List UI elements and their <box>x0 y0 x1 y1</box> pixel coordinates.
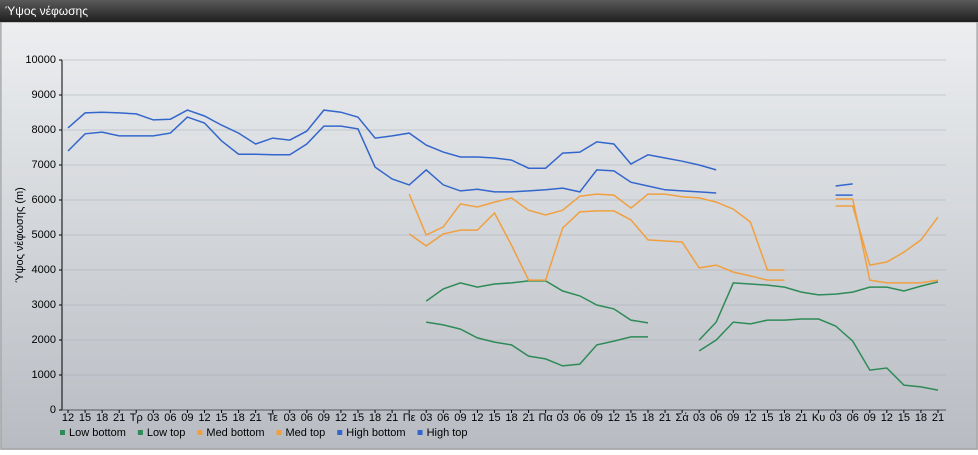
legend-label: Med bottom <box>206 427 264 439</box>
y-tick-label: 8000 <box>32 124 56 136</box>
legend-label: High top <box>427 427 468 439</box>
series-line <box>67 109 853 187</box>
legend-marker <box>417 430 423 435</box>
x-tick-label: Κυ <box>812 412 825 424</box>
title-bar <box>0 0 978 22</box>
x-tick-label: 18 <box>369 412 381 424</box>
x-tick-label: 21 <box>659 412 671 424</box>
x-tick-label: 12 <box>744 412 756 424</box>
x-tick-label: 12 <box>335 412 347 424</box>
x-tick-label: 12 <box>608 412 620 424</box>
y-tick-label: 10000 <box>25 54 56 66</box>
x-tick-label: 18 <box>505 412 517 424</box>
x-tick-label: Πα <box>538 412 553 424</box>
legend-label: Med top <box>286 427 326 439</box>
x-tick-label: 09 <box>181 412 193 424</box>
y-tick-label: 6000 <box>32 194 56 206</box>
x-tick-label: 21 <box>386 412 398 424</box>
x-tick-label: 12 <box>62 412 74 424</box>
x-tick-label: 09 <box>454 412 466 424</box>
y-tick-label: 5000 <box>32 229 56 241</box>
x-tick-label: 03 <box>420 412 432 424</box>
legend-marker <box>197 430 203 435</box>
x-tick-label: 18 <box>778 412 790 424</box>
legend-label: Low bottom <box>69 427 126 439</box>
series-line <box>425 280 939 341</box>
x-tick-label: 21 <box>795 412 807 424</box>
y-axis-title: Ύψος νέφωσης (m) <box>14 187 26 283</box>
x-tick-label: 09 <box>864 412 876 424</box>
x-tick-label: 21 <box>522 412 534 424</box>
x-tick-label: 18 <box>96 412 108 424</box>
x-tick-label: 12 <box>471 412 483 424</box>
x-tick-label: 09 <box>591 412 603 424</box>
legend-label: High bottom <box>346 427 405 439</box>
x-tick-label: 06 <box>301 412 313 424</box>
x-tick-label: Τε <box>267 412 278 424</box>
y-tick-label: 0 <box>50 404 56 416</box>
x-tick-label: Σά <box>676 412 690 424</box>
y-tick-label: 9000 <box>32 89 56 101</box>
x-tick-label: Τρ <box>130 412 143 424</box>
chart-title: Ύψος νέφωσης <box>5 4 88 18</box>
series-line <box>408 193 939 271</box>
x-tick-label: 03 <box>557 412 569 424</box>
y-tick-label: 4000 <box>32 264 56 276</box>
y-tick-label: 7000 <box>32 159 56 171</box>
x-tick-label: 21 <box>113 412 125 424</box>
x-tick-label: 18 <box>232 412 244 424</box>
x-tick-label: 12 <box>881 412 893 424</box>
x-tick-label: 03 <box>284 412 296 424</box>
x-tick-label: Πε <box>403 412 416 424</box>
x-tick-label: 06 <box>437 412 449 424</box>
x-tick-label: 15 <box>215 412 227 424</box>
x-tick-label: 15 <box>79 412 91 424</box>
x-tick-label: 06 <box>574 412 586 424</box>
x-tick-label: 06 <box>847 412 859 424</box>
x-tick-label: 06 <box>710 412 722 424</box>
x-tick-label: 15 <box>625 412 637 424</box>
legend-marker <box>137 430 143 435</box>
x-tick-label: 15 <box>488 412 500 424</box>
y-tick-label: 3000 <box>32 299 56 311</box>
legend-label: Low top <box>147 427 186 439</box>
y-tick-label: 2000 <box>32 334 56 346</box>
x-tick-label: 09 <box>727 412 739 424</box>
x-tick-label: 18 <box>642 412 654 424</box>
x-tick-label: 09 <box>318 412 330 424</box>
x-tick-label: 12 <box>198 412 210 424</box>
series-line <box>426 318 939 391</box>
x-tick-label: 15 <box>352 412 364 424</box>
series-line <box>67 116 853 196</box>
x-tick-label: 21 <box>250 412 262 424</box>
x-tick-label: 03 <box>830 412 842 424</box>
x-tick-label: 03 <box>147 412 159 424</box>
panel <box>0 21 978 450</box>
series-line <box>408 198 939 284</box>
x-tick-label: 18 <box>915 412 927 424</box>
legend-marker <box>337 430 343 435</box>
x-tick-label: 03 <box>693 412 705 424</box>
legend-marker <box>60 430 65 435</box>
legend-marker <box>276 430 282 435</box>
x-tick-label: 06 <box>164 412 176 424</box>
x-tick-label: 15 <box>898 412 910 424</box>
x-tick-label: 21 <box>932 412 944 424</box>
y-tick-label: 1000 <box>32 369 56 381</box>
x-tick-label: 15 <box>761 412 773 424</box>
